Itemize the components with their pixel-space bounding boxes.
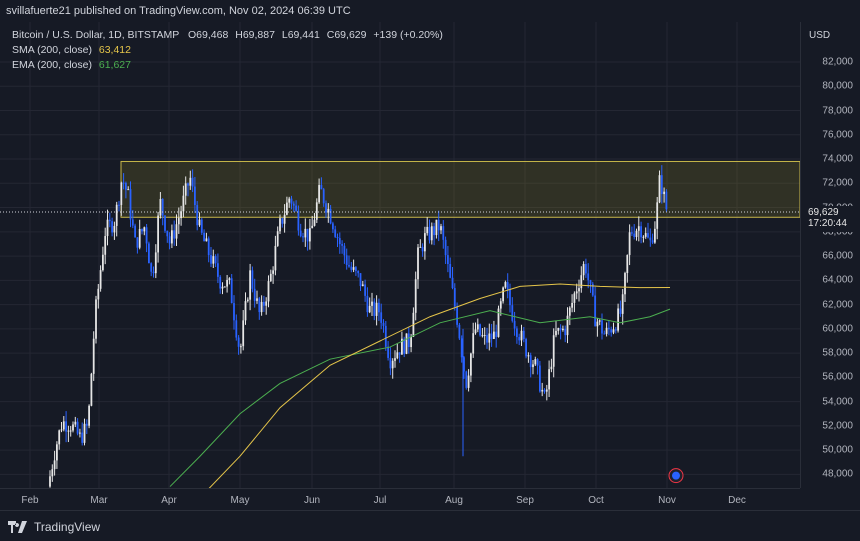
time-tick: Nov <box>658 495 676 506</box>
ohlc-change: +139 (+0.20%) <box>373 29 443 41</box>
time-tick: May <box>230 495 250 506</box>
price-tick: 66,000 <box>822 250 853 262</box>
ohlc-high: 69,887 <box>242 29 275 41</box>
time-tick: Mar <box>90 495 108 506</box>
time-tick: Apr <box>161 495 177 506</box>
price-tick: 74,000 <box>822 153 853 165</box>
ema-legend[interactable]: EMA (200, close) 61,627 <box>12 58 443 73</box>
symbol-row: Bitcoin / U.S. Dollar, 1D, BITSTAMP O69,… <box>12 29 443 41</box>
time-tick: Sep <box>516 495 534 506</box>
current-price-tag: 69,629 17:20:44 <box>802 206 860 233</box>
price-tick: 60,000 <box>822 323 853 335</box>
price-tick: 48,000 <box>822 468 853 480</box>
sma-legend[interactable]: SMA (200, close) 63,412 <box>12 43 443 58</box>
price-tick: 56,000 <box>822 371 853 383</box>
price-tick: 64,000 <box>822 274 853 286</box>
current-price: 69,629 <box>808 207 839 219</box>
ohlc-low: 69,441 <box>287 29 320 41</box>
chart-plot-area[interactable] <box>0 22 801 493</box>
price-tick: 82,000 <box>822 56 853 68</box>
time-axis[interactable]: Feb Mar Apr May Jun Jul Aug Sep Oct Nov Dec <box>0 488 800 511</box>
time-tick: Oct <box>588 495 604 506</box>
price-tick: 62,000 <box>822 299 853 311</box>
chart-legend: Bitcoin / U.S. Dollar, 1D, BITSTAMP O69,… <box>12 28 443 73</box>
footer: TradingView <box>0 510 860 541</box>
sma-value: 63,412 <box>98 44 131 56</box>
ema-value: 61,627 <box>98 59 131 71</box>
currency-label: USD <box>809 30 831 41</box>
publisher-line: svillafuerte21 published on TradingView.… <box>6 5 351 17</box>
time-tick: Jun <box>303 495 321 506</box>
price-tick: 76,000 <box>822 129 853 141</box>
time-tick: Aug <box>445 495 463 506</box>
bar-countdown: 17:20:44 <box>808 218 847 230</box>
price-tick: 50,000 <box>822 444 853 456</box>
ema-label: EMA (200, close) <box>12 59 92 71</box>
ohlc-close: 69,629 <box>334 29 367 41</box>
price-tick: 54,000 <box>822 396 853 408</box>
time-tick: Dec <box>728 495 746 506</box>
time-tick: Feb <box>21 495 39 506</box>
candlestick-chart <box>0 22 801 493</box>
price-axis[interactable]: USD 82,000 80,000 78,000 76,000 74,000 72,000… <box>800 22 860 488</box>
brand-label: TradingView <box>34 520 101 534</box>
tradingview-icon <box>8 521 27 533</box>
price-tick: 78,000 <box>822 105 853 117</box>
tradingview-logo[interactable]: TradingView <box>8 520 100 534</box>
sma-label: SMA (200, close) <box>12 44 92 56</box>
ohlc-open: 69,468 <box>196 29 229 41</box>
time-tick: Jul <box>373 495 387 506</box>
price-tick: 72,000 <box>822 177 853 189</box>
symbol-label: Bitcoin / U.S. Dollar, 1D, BITSTAMP <box>12 29 180 41</box>
price-tick: 52,000 <box>822 420 853 432</box>
price-tick: 80,000 <box>822 80 853 92</box>
price-tick: 58,000 <box>822 347 853 359</box>
